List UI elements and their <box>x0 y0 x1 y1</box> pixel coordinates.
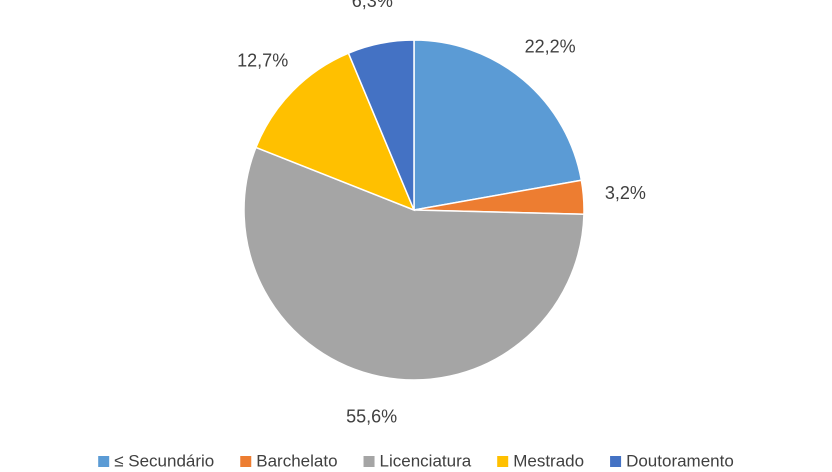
pie-slice <box>254 52 416 212</box>
pie-slice <box>243 146 585 381</box>
legend-swatch <box>98 456 110 467</box>
legend-swatch <box>240 456 252 467</box>
legend-label: Barchelato <box>256 451 337 470</box>
legend-label: Mestrado <box>513 451 584 470</box>
legend-label: Doutoramento <box>626 451 734 470</box>
data-label: 3,2% <box>605 183 646 203</box>
legend-swatch <box>610 456 622 467</box>
pie-slice <box>347 39 415 211</box>
data-label: 22,2% <box>525 36 576 56</box>
data-label: 6,3% <box>352 0 393 11</box>
legend-swatch <box>497 456 509 467</box>
legend-label: ≤ Secundário <box>114 451 214 470</box>
legend-label: Licenciatura <box>380 451 472 470</box>
pie-slice <box>413 39 583 211</box>
legend-swatch <box>363 456 375 467</box>
data-label: 12,7% <box>237 50 288 70</box>
data-label: 55,6% <box>346 406 397 426</box>
